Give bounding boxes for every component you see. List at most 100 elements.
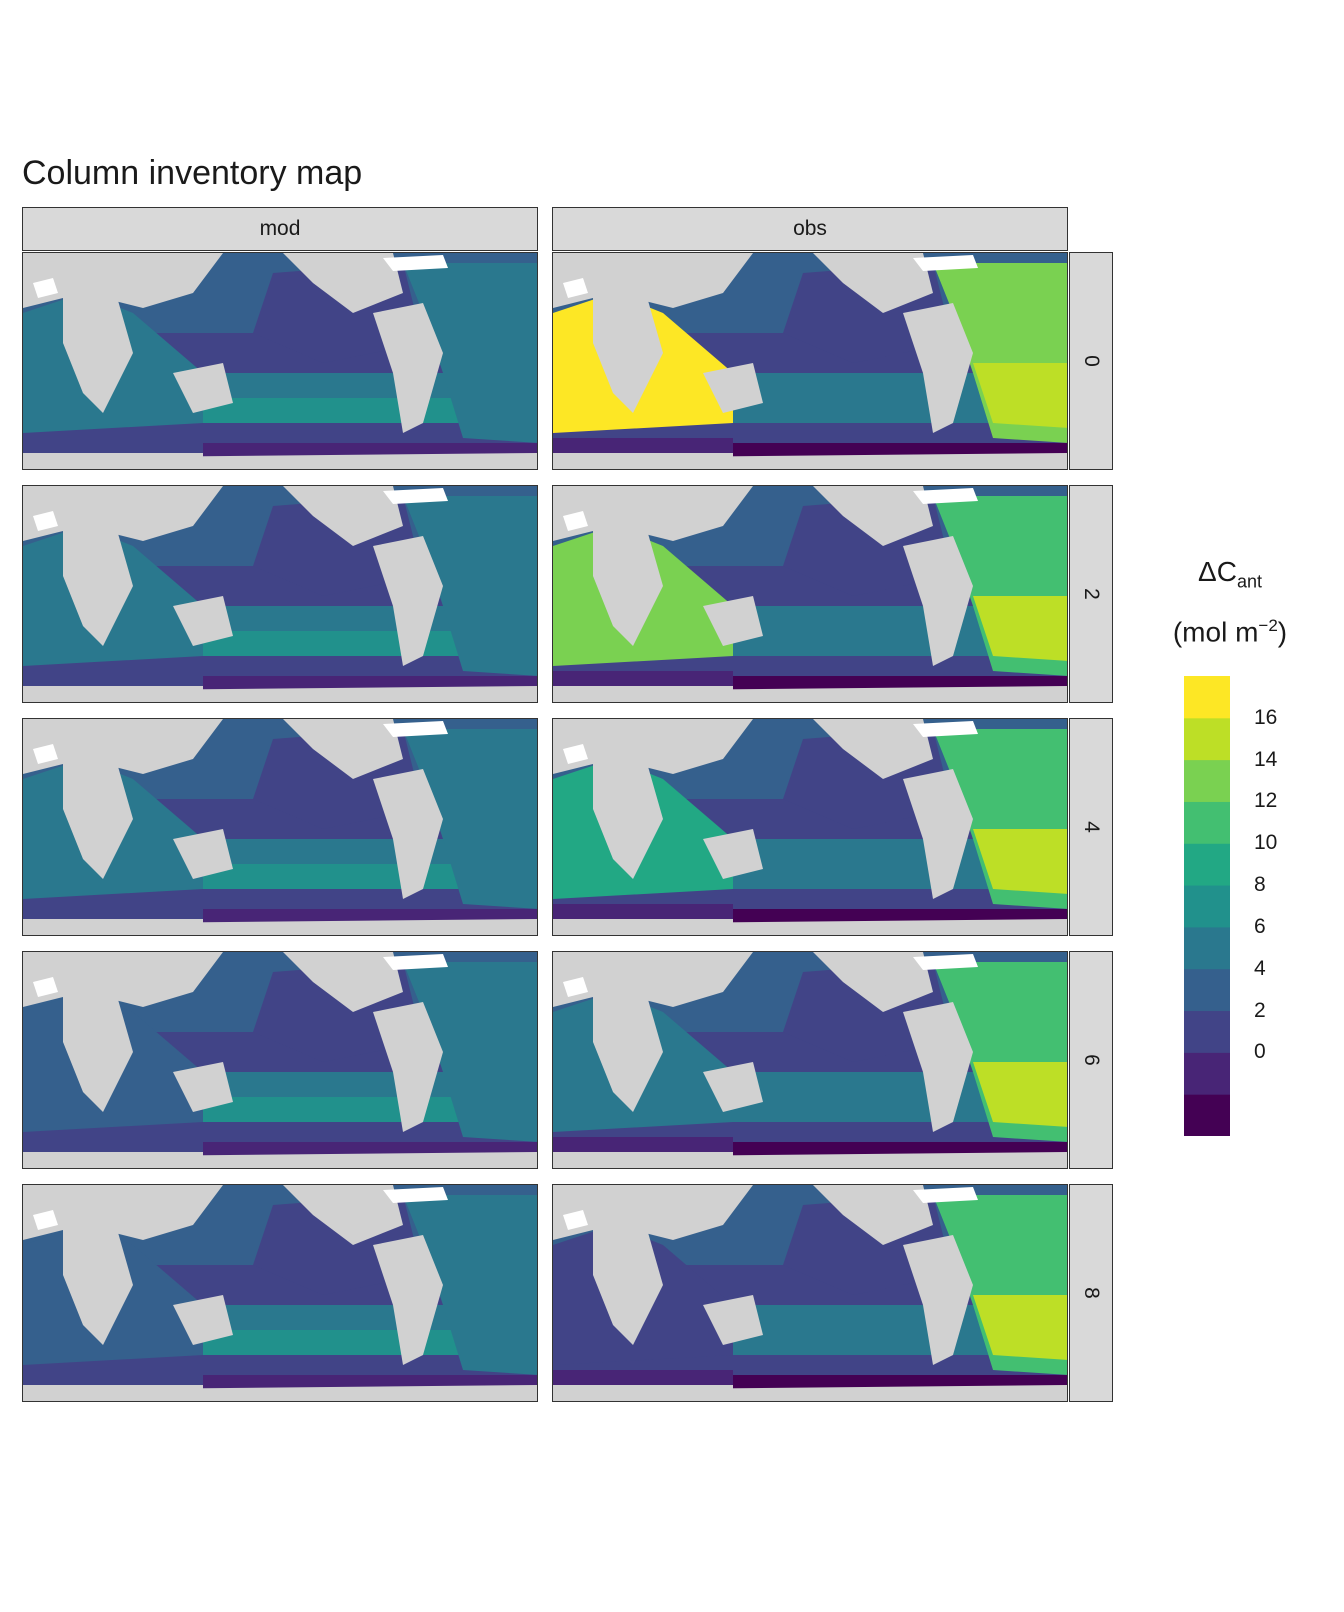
antarctica-land (553, 1152, 1067, 1168)
legend-units-post: ) (1277, 615, 1288, 647)
africa-land (593, 982, 663, 1112)
facet-strip-row-label: 2 (1080, 588, 1103, 600)
ice-patch (33, 977, 58, 997)
ocean-map (23, 1185, 537, 1401)
legend-tick-label: 6 (1254, 914, 1266, 938)
legend-tick-label: 4 (1254, 956, 1266, 980)
ice-patch (563, 511, 588, 531)
south-america-land (373, 536, 443, 666)
legend-tick-label: 2 (1254, 998, 1266, 1022)
legend-units-sup: −2 (1258, 615, 1278, 635)
facet-strip-row-label: 4 (1080, 821, 1103, 833)
north-america-land (283, 253, 403, 313)
ice-patch (33, 1210, 58, 1230)
facet-strip-row-2: 2 (1069, 485, 1113, 703)
legend-title-main: ΔC (1198, 556, 1237, 587)
legend-title: ΔCant (mol m−2) (1160, 550, 1300, 654)
map-panel-mod-0 (22, 252, 538, 470)
ocean-map (553, 952, 1067, 1168)
ice-patch (913, 954, 978, 970)
ice-patch (383, 255, 448, 271)
map-panel-mod-6 (22, 951, 538, 1169)
australia-land (173, 363, 233, 413)
ice-patch (913, 721, 978, 737)
north-america-land (813, 719, 933, 779)
ocean-map (23, 486, 537, 702)
africa-land (63, 283, 133, 413)
map-panel-obs-8 (552, 1184, 1068, 1402)
facet-strip-row-4: 4 (1069, 718, 1113, 936)
south-america-land (373, 1002, 443, 1132)
ice-patch (383, 488, 448, 504)
antarctica-land (553, 453, 1067, 469)
south-atlantic-high (973, 1295, 1067, 1360)
map-panel-obs-2 (552, 485, 1068, 703)
africa-land (593, 1215, 663, 1345)
north-america-land (813, 253, 933, 313)
legend-tick-label: 10 (1254, 831, 1278, 855)
ocean-map (553, 719, 1067, 935)
facet-strip-row-8: 8 (1069, 1184, 1113, 1402)
atlantic-basin (403, 729, 537, 909)
australia-land (173, 1295, 233, 1345)
legend-swatch (1184, 759, 1230, 802)
south-america-land (903, 536, 973, 666)
africa-land (63, 516, 133, 646)
ice-patch (563, 977, 588, 997)
south-atlantic-high (973, 596, 1067, 661)
ocean-map (553, 1185, 1067, 1401)
africa-land (63, 749, 133, 879)
ice-patch (913, 255, 978, 271)
atlantic-basin (403, 263, 537, 443)
africa-land (63, 1215, 133, 1345)
africa-land (593, 749, 663, 879)
australia-land (173, 1062, 233, 1112)
legend-swatch (1184, 676, 1230, 719)
antarctica-land (23, 919, 537, 935)
ocean-map (23, 952, 537, 1168)
legend-tick-label: 8 (1254, 873, 1266, 897)
legend-swatch (1184, 1094, 1230, 1136)
legend-swatch (1184, 801, 1230, 844)
africa-land (63, 982, 133, 1112)
ice-patch (913, 1187, 978, 1203)
africa-land (593, 516, 663, 646)
ocean-map (23, 719, 537, 935)
australia-land (173, 829, 233, 879)
australia-land (703, 1062, 763, 1112)
australia-land (173, 596, 233, 646)
atlantic-basin (403, 962, 537, 1142)
antarctica-land (553, 919, 1067, 935)
map-panel-mod-2 (22, 485, 538, 703)
south-america-land (903, 1235, 973, 1365)
north-america-land (283, 1185, 403, 1245)
facet-strip-mod: mod (22, 207, 538, 251)
north-america-land (813, 1185, 933, 1245)
africa-land (593, 283, 663, 413)
antarctica-land (553, 1385, 1067, 1401)
ice-patch (563, 1210, 588, 1230)
legend-swatch (1184, 885, 1230, 928)
legend-colorbar (1184, 676, 1230, 1136)
atlantic-basin (403, 496, 537, 676)
ice-patch (383, 954, 448, 970)
facet-strip-row-label: 6 (1080, 1054, 1103, 1066)
australia-land (703, 596, 763, 646)
australia-land (703, 363, 763, 413)
south-america-land (373, 303, 443, 433)
north-america-land (283, 719, 403, 779)
map-panel-obs-4 (552, 718, 1068, 936)
ice-patch (33, 278, 58, 298)
ice-patch (913, 488, 978, 504)
antarctica-land (23, 1152, 537, 1168)
north-america-land (283, 952, 403, 1012)
ocean-map (553, 486, 1067, 702)
ocean-map (553, 253, 1067, 469)
south-atlantic-high (973, 363, 1067, 428)
map-panel-obs-6 (552, 951, 1068, 1169)
legend-swatch (1184, 968, 1230, 1012)
legend-tick-label: 12 (1254, 789, 1278, 813)
ice-patch (33, 744, 58, 764)
australia-land (703, 829, 763, 879)
south-america-land (903, 769, 973, 899)
